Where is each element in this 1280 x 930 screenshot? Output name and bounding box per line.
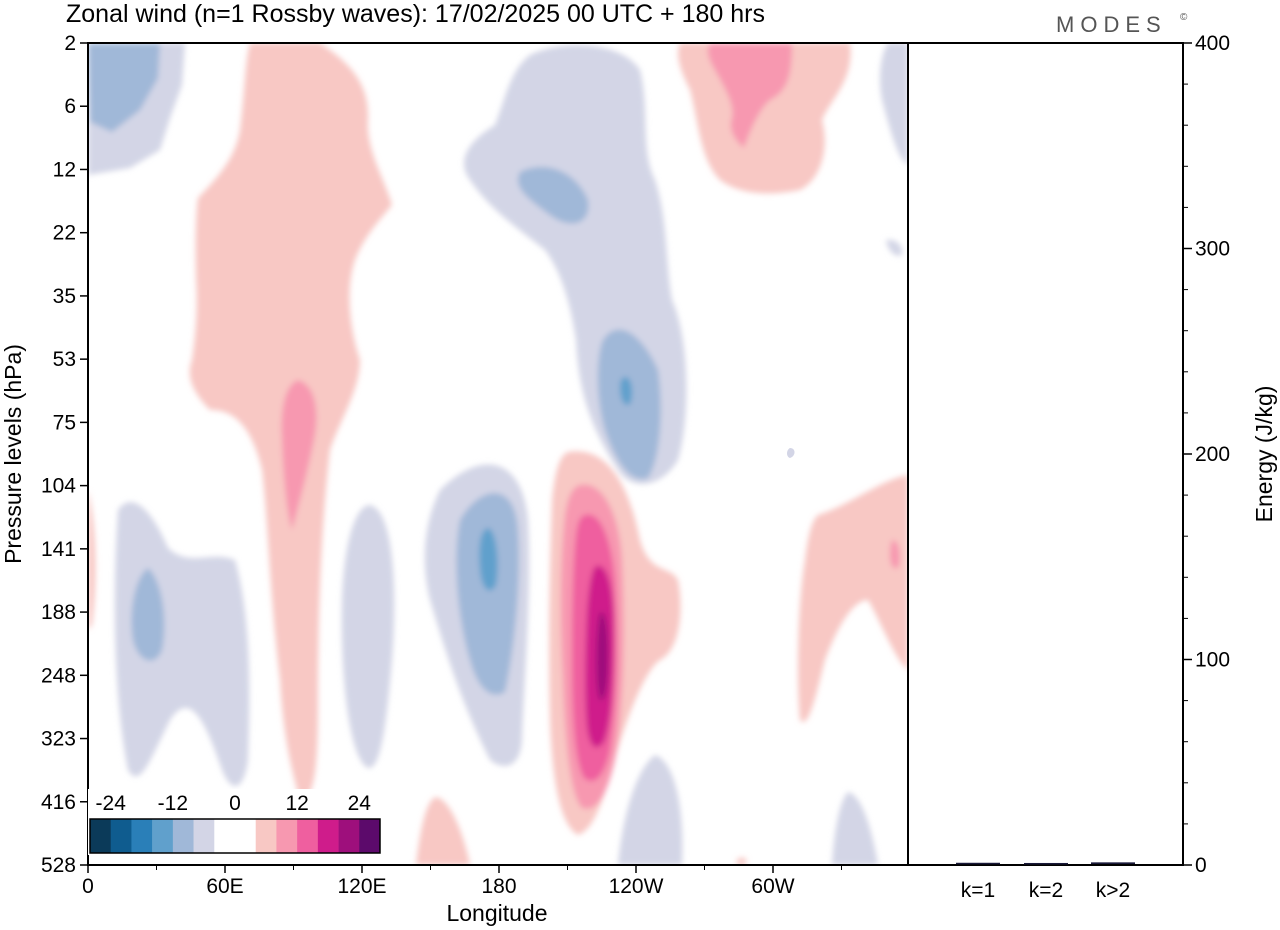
contour-pos-left-edge xyxy=(88,490,96,630)
colorbar-swatch xyxy=(214,819,236,853)
colorbar-swatch xyxy=(193,819,215,853)
y-tick-label: 416 xyxy=(41,791,76,814)
energy-y-tick-label: 100 xyxy=(1195,649,1230,672)
contour-neg-small-right xyxy=(886,239,903,256)
energy-bars xyxy=(956,862,1135,865)
contour-neg-lower-left-core xyxy=(131,568,165,661)
chart-title: Zonal wind (n=1 Rossby waves): 17/02/202… xyxy=(66,0,765,28)
energy-bar xyxy=(1024,862,1068,865)
contour-pos-right-141 xyxy=(797,475,908,722)
y-tick-label: 141 xyxy=(41,538,76,561)
y-tick-label: 6 xyxy=(64,95,76,118)
y-tick-label: 323 xyxy=(41,728,76,751)
contour-neg-bottom-120w xyxy=(618,755,683,865)
contour-pos-60e-core xyxy=(281,380,317,530)
contour-pos-right-141-core xyxy=(890,540,900,569)
contour-pos-bottom-150 xyxy=(416,797,470,865)
y-tick-label: 248 xyxy=(41,664,76,687)
colorbar-swatch xyxy=(338,819,360,853)
colorbar-tick-label: -24 xyxy=(96,792,127,815)
x-tick-label: 180 xyxy=(481,875,516,898)
energy-y-tick-label: 200 xyxy=(1195,443,1230,466)
colorbar-swatch xyxy=(110,819,132,853)
y-tick-label: 75 xyxy=(53,411,76,434)
colorbar-swatch xyxy=(172,819,194,853)
colorbar-tick-label: 12 xyxy=(285,792,308,815)
colorbar-tick-label: 24 xyxy=(348,792,372,815)
colorbar-swatch xyxy=(90,819,112,853)
energy-y-tick-label: 300 xyxy=(1195,238,1230,261)
colorbar-tick-label: 0 xyxy=(229,792,241,815)
colorbar-swatch xyxy=(152,819,174,853)
energy-plot-frame xyxy=(907,42,1184,866)
contour-neg-53-mid xyxy=(597,329,661,480)
colorbar-swatch xyxy=(359,819,381,853)
y-tick-label: 22 xyxy=(53,222,76,245)
y-tick-label: 12 xyxy=(53,158,76,181)
contour-neg-bottom-right xyxy=(832,792,878,865)
y-tick-label: 104 xyxy=(41,475,76,498)
x-axis-label: Longitude xyxy=(446,900,547,926)
colorbar: -24 -12 0 12 24 xyxy=(88,789,382,855)
x-tick-label: 0 xyxy=(82,875,94,898)
contour-neg-upper-band-core xyxy=(518,167,589,224)
brand-copyright-mark: © xyxy=(1180,12,1188,23)
x-tick-label: 60W xyxy=(751,875,794,898)
y-tick-label: 528 xyxy=(41,854,76,877)
y-axis-label: Pressure levels (hPa) xyxy=(0,344,26,564)
energy-x-tick-label: k=2 xyxy=(1029,879,1063,902)
colorbar-tick-label: -12 xyxy=(158,792,188,815)
contour-neg-180-core xyxy=(479,528,498,591)
contour-neg-small-60w xyxy=(787,448,795,458)
energy-bar xyxy=(1091,862,1135,864)
x-tick-label: 120E xyxy=(337,875,386,898)
contour-panel: -24 -12 0 12 24 0 60E 120E 180 120W 60W 2 6 12 22 35 5… xyxy=(0,32,909,926)
energy-panel: k=1 k=2 k>2 0 100 200 300 400 Energy (J/kg) xyxy=(907,32,1277,902)
contour-neg-mid-left xyxy=(341,505,395,769)
contour-pos-upper-right-core xyxy=(707,43,792,148)
colorbar-swatch xyxy=(131,819,153,853)
colorbar-swatch xyxy=(297,819,319,853)
x-tick-label: 120W xyxy=(609,875,664,898)
y-tick-label: 2 xyxy=(64,32,76,55)
brand-logo: MODES xyxy=(1056,12,1167,37)
energy-bar xyxy=(956,862,1000,865)
contour-pos-120w-l4 xyxy=(596,612,609,701)
contour-pos-bottom-small xyxy=(736,858,746,865)
colorbar-swatch xyxy=(276,819,298,853)
contour-neg-180-mid xyxy=(456,493,519,695)
energy-x-tick-label: k>2 xyxy=(1096,879,1130,902)
x-tick-label: 60E xyxy=(206,875,243,898)
contour-neg-upper-left-core xyxy=(88,43,160,132)
energy-y-tick-label: 0 xyxy=(1195,854,1207,877)
colorbar-swatch xyxy=(255,819,277,853)
contour-neg-53-core xyxy=(620,377,633,405)
energy-y-tick-label: 400 xyxy=(1195,32,1230,55)
y-tick-label: 35 xyxy=(53,285,76,308)
y-axis: 2 6 12 22 35 53 75 104 141 188 248 323 416 528 xyxy=(41,32,88,877)
energy-y-axis-label: Energy (J/kg) xyxy=(1251,386,1277,523)
y-tick-label: 53 xyxy=(53,348,76,371)
colorbar-swatch xyxy=(317,819,339,853)
energy-x-tick-label: k=1 xyxy=(961,879,995,902)
y-tick-label: 188 xyxy=(41,601,76,624)
contour-fields xyxy=(88,43,908,865)
energy-y-axis: 0 100 200 300 400 xyxy=(1183,32,1230,877)
contour-neg-top-right xyxy=(880,43,908,165)
energy-x-axis: k=1 k=2 k>2 xyxy=(961,879,1130,902)
colorbar-swatch xyxy=(235,819,257,853)
x-axis: 0 60E 120E 180 120W 60W xyxy=(82,865,842,898)
colorbar-frame xyxy=(89,818,381,854)
